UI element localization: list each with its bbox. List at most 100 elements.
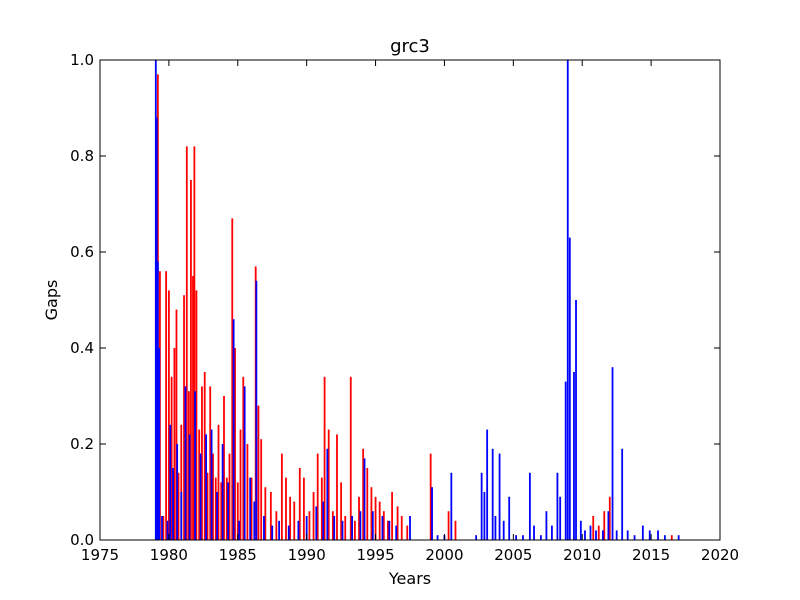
bar-series-2-77	[611, 367, 614, 540]
bar-series-1-46	[298, 468, 301, 540]
bar-series-1-73	[447, 511, 450, 540]
bar-series-2-26	[271, 525, 274, 540]
bar-series-1-4	[167, 290, 170, 540]
bar-series-1-59	[353, 520, 356, 540]
bar-series-2-70	[575, 300, 577, 540]
bar-series-2-73	[589, 525, 592, 540]
bar-series-1-51	[320, 477, 323, 540]
bar-series-1-60	[358, 496, 360, 540]
bar-series-1-25	[220, 482, 223, 540]
bar-series-2-84	[657, 530, 659, 540]
bar-series-2-78	[615, 530, 618, 540]
bar-series-1-47	[303, 477, 305, 540]
bar-series-2-15	[210, 429, 213, 540]
bar-series-1-21	[209, 386, 212, 540]
bar-series-2-36	[351, 516, 354, 540]
bar-series-2-41	[388, 520, 391, 540]
bar-series-1-57	[344, 516, 347, 540]
bar-series-1-13	[190, 180, 192, 540]
bar-series-1-16	[195, 290, 198, 540]
bar-series-2-75	[601, 530, 604, 540]
bar-series-2-9	[180, 492, 183, 540]
y-tick-label: 1.0	[70, 51, 94, 69]
x-tick-label: 2015	[632, 546, 670, 564]
x-tick-label: 1995	[356, 546, 394, 564]
bar-series-2-0	[154, 60, 157, 540]
bar-series-2-18	[227, 482, 230, 540]
bar-series-2-8	[176, 444, 179, 540]
bar-series-1-10	[183, 295, 185, 540]
bar-series-2-62	[545, 511, 548, 540]
bar-series-1-37	[257, 405, 260, 540]
bar-series-1-70	[400, 516, 403, 540]
bar-series-1-49	[312, 492, 315, 540]
x-tick-label: 2000	[425, 546, 463, 564]
bar-series-2-43	[409, 516, 411, 540]
bar-series-2-10	[184, 386, 187, 540]
x-tick-label: 1985	[219, 546, 257, 564]
bar-series-1-26	[223, 396, 225, 540]
bar-series-2-5	[166, 520, 169, 540]
bar-series-1-55	[336, 434, 338, 540]
y-tick-label: 0.0	[70, 531, 94, 549]
bar-series-2-60	[533, 525, 535, 540]
bar-series-2-72	[584, 530, 586, 540]
bar-series-2-13	[199, 453, 202, 540]
bar-series-1-42	[280, 453, 283, 540]
bar-series-1-52	[323, 376, 326, 540]
bar-series-2-37	[359, 511, 362, 540]
bar-series-1-19	[203, 372, 206, 540]
bar-series-2-1	[155, 117, 158, 540]
bar-series-2-33	[326, 448, 329, 540]
bar-series-1-65	[378, 501, 381, 540]
bar-series-1-20	[206, 472, 209, 540]
bar-series-2-67	[566, 60, 569, 540]
bar-series-1-11	[185, 146, 188, 540]
bar-series-1-62	[366, 468, 369, 540]
bar-series-2-83	[648, 530, 651, 540]
x-tick-label: 2010	[563, 546, 601, 564]
bar-series-2-85	[663, 535, 666, 540]
bar-series-1-23	[214, 477, 217, 540]
x-tick-label: 2020	[701, 546, 739, 564]
bar-series-2-21	[243, 386, 246, 540]
bar-series-2-30	[305, 516, 308, 540]
x-tick-label: 1980	[150, 546, 188, 564]
bar-series-2-79	[621, 448, 624, 540]
bar-series-1-14	[192, 276, 194, 540]
bar-series-1-29	[231, 218, 234, 540]
bar-series-2-12	[194, 391, 196, 540]
bar-series-2-34	[333, 516, 336, 540]
bar-series-1-71	[406, 525, 409, 540]
bar-series-1-48	[308, 511, 311, 540]
bar-series-1-74	[454, 520, 457, 540]
bar-series-2-45	[436, 535, 439, 540]
bar-series-1-28	[228, 453, 231, 540]
bar-series-2-59	[528, 472, 531, 540]
bar-series-1-31	[236, 482, 239, 540]
bar-series-2-52	[491, 448, 494, 540]
bar-series-1-50	[316, 453, 319, 540]
bar-series-2-20	[238, 520, 241, 540]
x-tick-label: 2005	[494, 546, 532, 564]
bar-series-2-38	[363, 458, 366, 540]
bar-series-2-63	[551, 525, 553, 540]
bar-series-2-53	[494, 516, 497, 540]
bar-series-1-9	[180, 424, 183, 540]
bar-series-2-6	[169, 424, 172, 540]
bar-series-1-75	[592, 516, 595, 540]
bar-series-2-29	[297, 520, 300, 540]
bar-series-2-56	[508, 496, 511, 540]
bar-series-1-38	[260, 439, 263, 540]
bar-series-1-45	[293, 501, 296, 540]
bar-series-2-68	[568, 237, 571, 540]
bar-series-1-17	[198, 429, 201, 540]
bar-series-1-7	[175, 309, 178, 540]
bar-series-1-35	[250, 477, 253, 540]
bar-series-1-68	[391, 492, 393, 540]
x-tick-label: 1975	[81, 546, 119, 564]
bar-series-group	[154, 60, 680, 541]
bar-series-2-86	[677, 535, 680, 540]
